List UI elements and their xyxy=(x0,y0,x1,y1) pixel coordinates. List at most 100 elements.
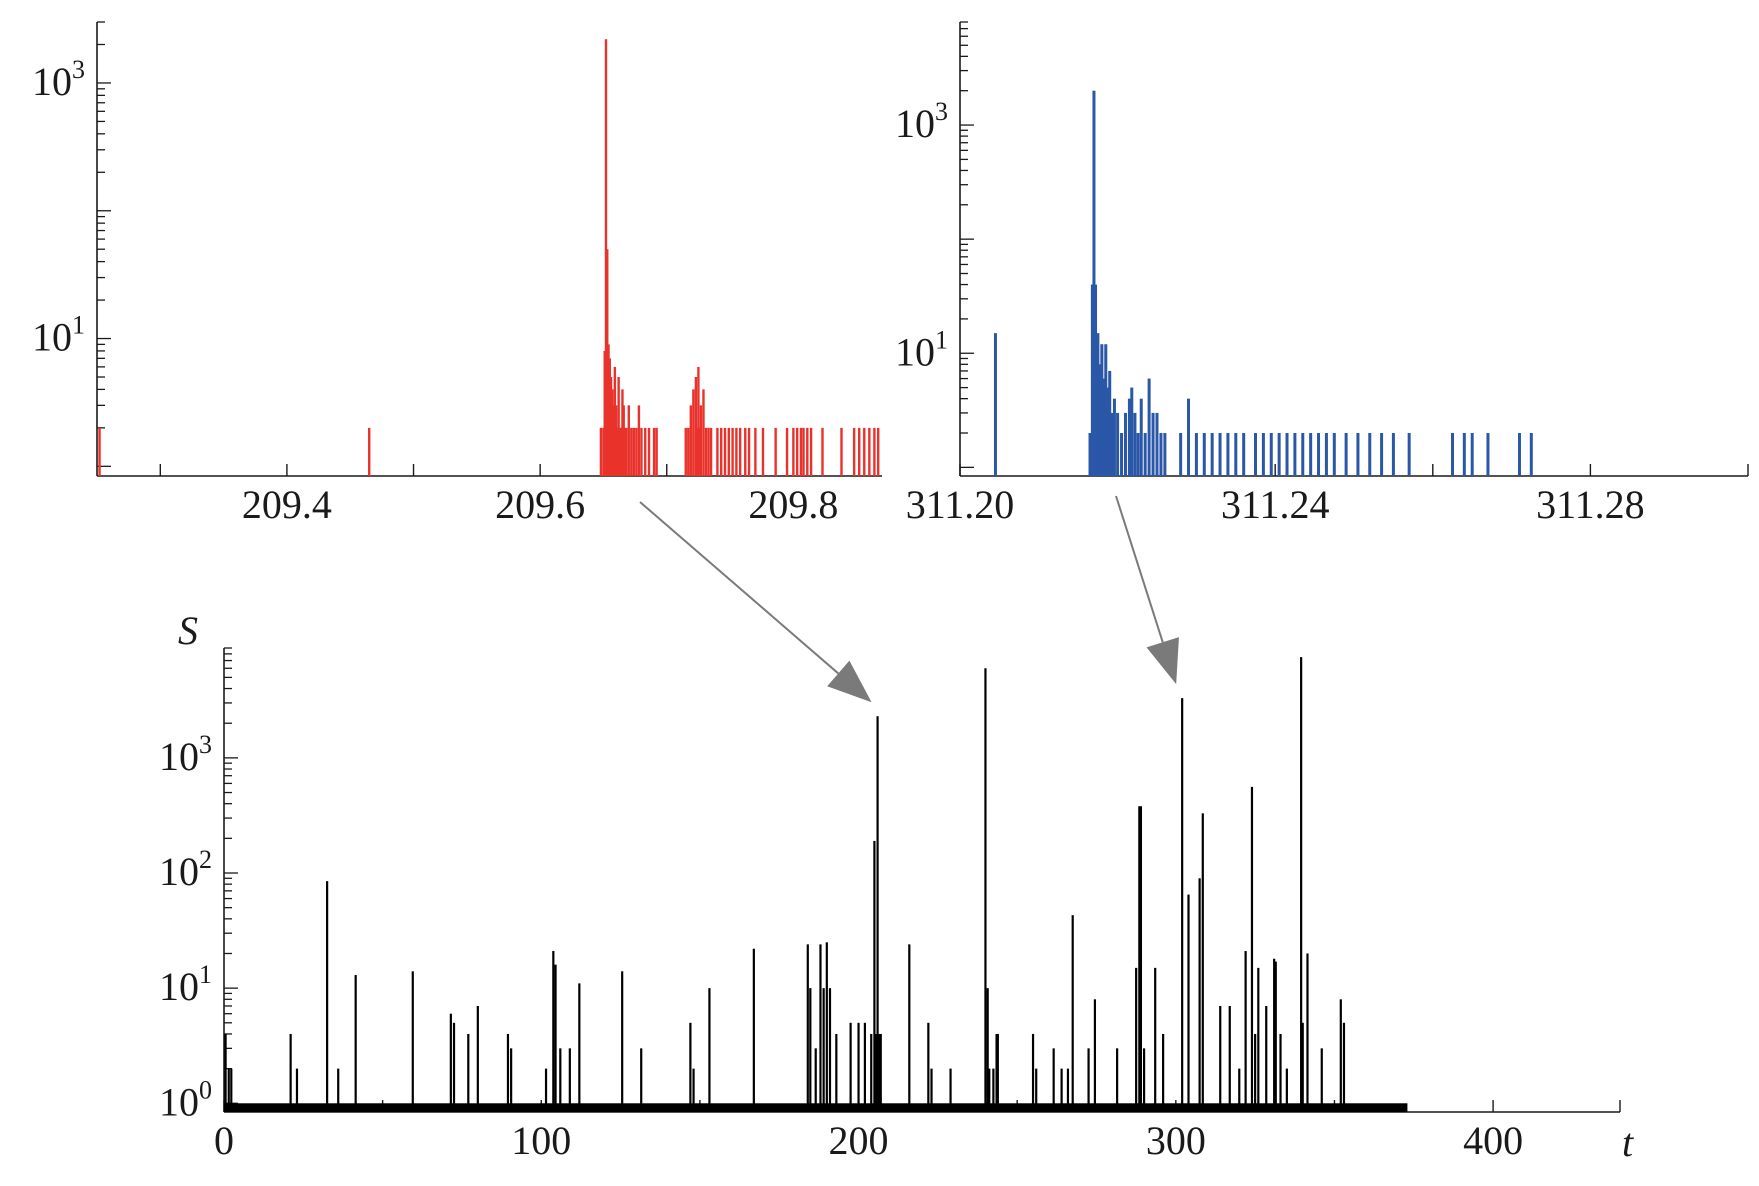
data-bar xyxy=(1344,433,1348,476)
data-bar xyxy=(821,427,824,476)
data-bar xyxy=(1116,412,1120,476)
data-bar xyxy=(702,389,705,476)
data-bar xyxy=(1368,433,1372,476)
data-bar xyxy=(227,1068,230,1112)
x-tick-label: 311.28 xyxy=(1536,482,1645,527)
data-bar xyxy=(652,427,656,476)
data-bar xyxy=(1301,433,1305,476)
data-bar xyxy=(1155,412,1159,476)
data-bar xyxy=(1093,999,1097,1112)
data-bar xyxy=(1324,433,1328,476)
x-tick-label: 0 xyxy=(214,1118,234,1163)
data-bar xyxy=(1451,433,1454,476)
data-bar xyxy=(731,427,734,476)
data-bar xyxy=(992,1068,995,1112)
data-bar xyxy=(806,427,809,476)
x-tick-label: 209.6 xyxy=(495,482,585,527)
data-bar xyxy=(554,964,557,1112)
data-bar xyxy=(1187,398,1191,476)
data-bar xyxy=(1143,433,1147,476)
data-bar xyxy=(1120,433,1124,476)
data-bar xyxy=(640,1048,643,1112)
data-bar xyxy=(411,971,414,1112)
data-bar xyxy=(618,427,622,476)
data-bar xyxy=(720,427,723,476)
data-bar xyxy=(949,1068,952,1112)
zoom-arrow-shaft xyxy=(639,501,839,675)
data-bar xyxy=(858,427,861,476)
data-bar xyxy=(621,971,624,1112)
data-bar xyxy=(692,1068,695,1112)
data-bar xyxy=(1219,1005,1222,1112)
data-bar xyxy=(623,427,627,476)
data-bar xyxy=(1142,1048,1146,1112)
data-bar xyxy=(602,427,605,476)
data-bar xyxy=(1265,1005,1268,1112)
data-bar xyxy=(877,427,880,476)
data-bar xyxy=(1261,433,1265,476)
y-tick-label: 102 xyxy=(159,845,212,894)
data-bar xyxy=(1301,1022,1304,1112)
data-bar xyxy=(1031,1033,1035,1112)
data-bar xyxy=(616,427,619,476)
data-bar xyxy=(1242,433,1246,476)
data-bar xyxy=(368,427,371,476)
data-bar xyxy=(1407,433,1411,476)
data-bar xyxy=(785,427,789,476)
data-bar xyxy=(1210,433,1214,476)
data-bar xyxy=(621,389,624,476)
x-axis-label: t xyxy=(1622,1120,1634,1165)
data-bar xyxy=(449,1013,452,1112)
data-bar xyxy=(568,1048,571,1112)
data-bar xyxy=(476,1005,479,1112)
data-bar xyxy=(617,377,620,476)
x-tick-label: 200 xyxy=(829,1118,889,1163)
data-bar xyxy=(689,1022,692,1112)
data-bar xyxy=(1529,433,1533,476)
data-bar xyxy=(699,405,703,476)
data-bar xyxy=(819,944,822,1112)
data-bar xyxy=(1110,412,1114,476)
data-bar xyxy=(1112,398,1116,476)
x-tick-label: 400 xyxy=(1463,1118,1523,1163)
data-bar xyxy=(1163,433,1167,476)
data-bar xyxy=(599,427,603,476)
data-bar xyxy=(828,988,832,1112)
data-bar xyxy=(630,427,633,476)
x-tick-label: 300 xyxy=(1146,1118,1206,1163)
data-bar xyxy=(1154,967,1157,1112)
data-bar xyxy=(637,405,641,476)
data-bar xyxy=(806,944,809,1112)
y-tick-label: 103 xyxy=(159,730,212,779)
data-bar xyxy=(1130,387,1134,476)
data-bar xyxy=(1306,953,1309,1112)
data-bar xyxy=(809,988,812,1112)
data-bar xyxy=(1277,433,1281,476)
data-bar xyxy=(1139,806,1143,1112)
data-bar xyxy=(98,427,101,476)
data-bar xyxy=(1088,433,1092,476)
x-tick-label: 209.8 xyxy=(748,482,838,527)
data-bar xyxy=(612,405,615,476)
data-bar xyxy=(1300,657,1303,1112)
y-tick-label: 103 xyxy=(32,55,85,104)
data-bar xyxy=(878,1033,881,1112)
data-bar xyxy=(795,427,799,476)
y-tick-label: 101 xyxy=(895,325,948,374)
data-bar xyxy=(1320,1048,1323,1112)
data-bar xyxy=(1147,378,1151,476)
data-bar xyxy=(692,389,695,476)
data-bar xyxy=(799,427,803,476)
data-bar xyxy=(863,1022,866,1112)
data-bar xyxy=(1066,1068,1070,1112)
data-bar xyxy=(1238,1068,1241,1112)
data-bar xyxy=(1087,1048,1090,1112)
y-tick-label: 101 xyxy=(32,311,85,360)
data-bar xyxy=(1218,433,1222,476)
data-bar xyxy=(1100,344,1104,476)
data-bar xyxy=(1060,1068,1063,1112)
x-tick-label: 311.24 xyxy=(1221,482,1330,527)
data-bar xyxy=(1104,344,1108,476)
data-bar xyxy=(613,366,617,476)
data-bar xyxy=(622,405,625,476)
